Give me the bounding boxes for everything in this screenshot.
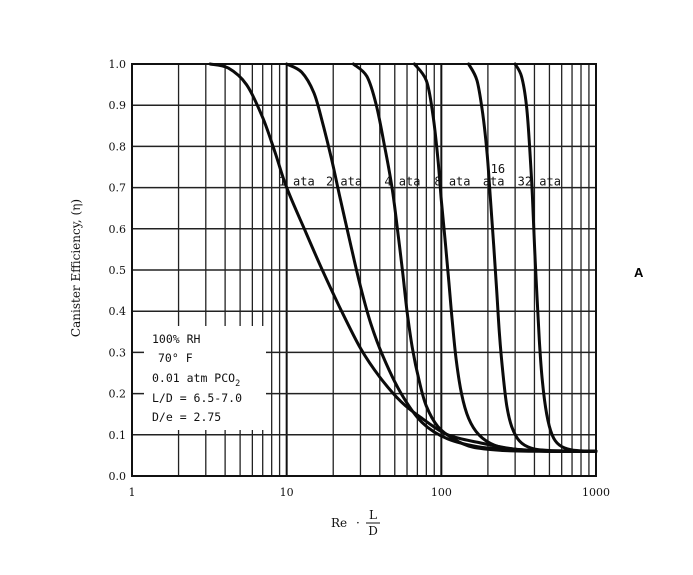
tick-labels: 0.0 0.1 0.2 0.3 0.4 0.5 0.6 0.7 0.8 0.9 1.0 1 10 100 1… xyxy=(109,58,611,499)
note-rh: 100% RH xyxy=(152,332,201,346)
x-tick-label: 100 xyxy=(431,486,452,499)
plot-frame xyxy=(131,63,597,477)
note-ld: L/D = 6.5-7.0 xyxy=(152,391,242,405)
grid xyxy=(132,64,596,476)
y-tick-label: 0.5 xyxy=(109,264,127,277)
conditions-box xyxy=(144,326,266,430)
y-tick-label: 0.4 xyxy=(109,305,127,318)
series-label: 16 xyxy=(491,162,505,176)
series-label: 2 ata xyxy=(326,174,362,188)
y-tick-label: 0.3 xyxy=(109,346,127,359)
note-temp: 70° F xyxy=(158,351,193,365)
panel-letter: A xyxy=(634,265,644,280)
series-line xyxy=(412,62,598,453)
x-tick-label: 10 xyxy=(280,486,294,499)
y-tick-label: 0.6 xyxy=(109,223,127,236)
series-label: 8 ata xyxy=(434,174,470,188)
x-tick-label: 1000 xyxy=(582,486,610,499)
series-line xyxy=(351,62,598,453)
svg-text:L: L xyxy=(369,508,377,522)
y-tick-label: 0.2 xyxy=(109,388,127,401)
y-tick-label: 1.0 xyxy=(109,58,127,71)
series-label: 4 ata xyxy=(384,174,420,188)
note-de: D/e = 2.75 xyxy=(152,410,221,424)
y-tick-label: 0.7 xyxy=(109,182,127,195)
y-tick-label: 0.0 xyxy=(109,470,127,483)
series-lines xyxy=(208,62,598,453)
series-label: ata xyxy=(483,174,505,188)
series-line xyxy=(467,62,598,453)
svg-text:D: D xyxy=(368,524,378,538)
svg-text:·: · xyxy=(356,516,360,530)
y-tick-label: 0.1 xyxy=(109,429,127,442)
y-tick-label: 0.9 xyxy=(109,99,127,112)
y-tick-label: 0.8 xyxy=(109,140,127,153)
x-tick-label: 1 xyxy=(129,486,136,499)
series-label: 1 ata xyxy=(279,174,315,188)
note-pco2: 0.01 atm PCO2 xyxy=(152,371,240,389)
svg-text:Re: Re xyxy=(331,516,347,530)
series-label: 32 ata xyxy=(518,174,561,188)
y-axis-label: Canister Efficiency, (η) xyxy=(69,199,83,337)
series-line xyxy=(513,62,598,453)
x-axis-label: Re · L D xyxy=(331,508,380,538)
series-line xyxy=(208,62,598,453)
